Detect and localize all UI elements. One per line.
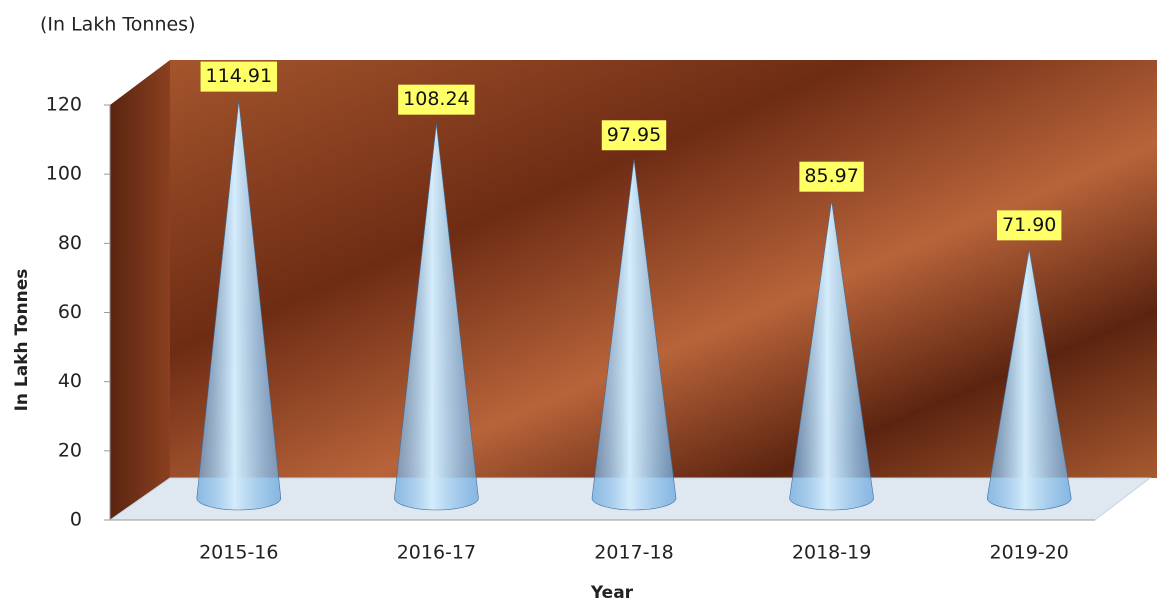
y-tick-label: 100 [46, 163, 82, 185]
value-label-box [799, 161, 864, 192]
value-label-box [200, 61, 278, 92]
x-axis-title: Year [590, 583, 634, 603]
x-tick-label: 2019-20 [990, 542, 1069, 564]
cone [196, 100, 282, 511]
cone [789, 200, 874, 511]
cone [986, 249, 1072, 511]
side-wall [110, 60, 170, 520]
y-tick-label: 0 [70, 509, 82, 531]
cone [591, 159, 677, 511]
x-tick-label: 2016-17 [397, 542, 476, 564]
value-label: 71.90 [1002, 214, 1056, 236]
x-tick-label: 2018-19 [792, 542, 871, 564]
y-tick-label: 60 [58, 301, 82, 323]
subtitle: (In Lakh Tonnes) [40, 14, 196, 36]
value-label: 108.24 [403, 88, 469, 110]
y-axis-title: In Lakh Tonnes [12, 269, 32, 412]
y-tick-label: 80 [58, 232, 82, 254]
x-tick-label: 2015-16 [199, 542, 278, 564]
x-tick-label: 2017-18 [594, 542, 673, 564]
y-tick-label: 20 [58, 439, 82, 461]
y-tick-label: 40 [58, 370, 82, 392]
value-label: 85.97 [804, 165, 858, 187]
value-label: 97.95 [607, 124, 661, 146]
cone [394, 123, 479, 511]
value-label-box [601, 120, 667, 151]
y-tick-label: 120 [46, 94, 82, 116]
value-label: 114.91 [206, 65, 272, 87]
value-label-box [996, 210, 1062, 241]
value-label-box [398, 84, 475, 115]
